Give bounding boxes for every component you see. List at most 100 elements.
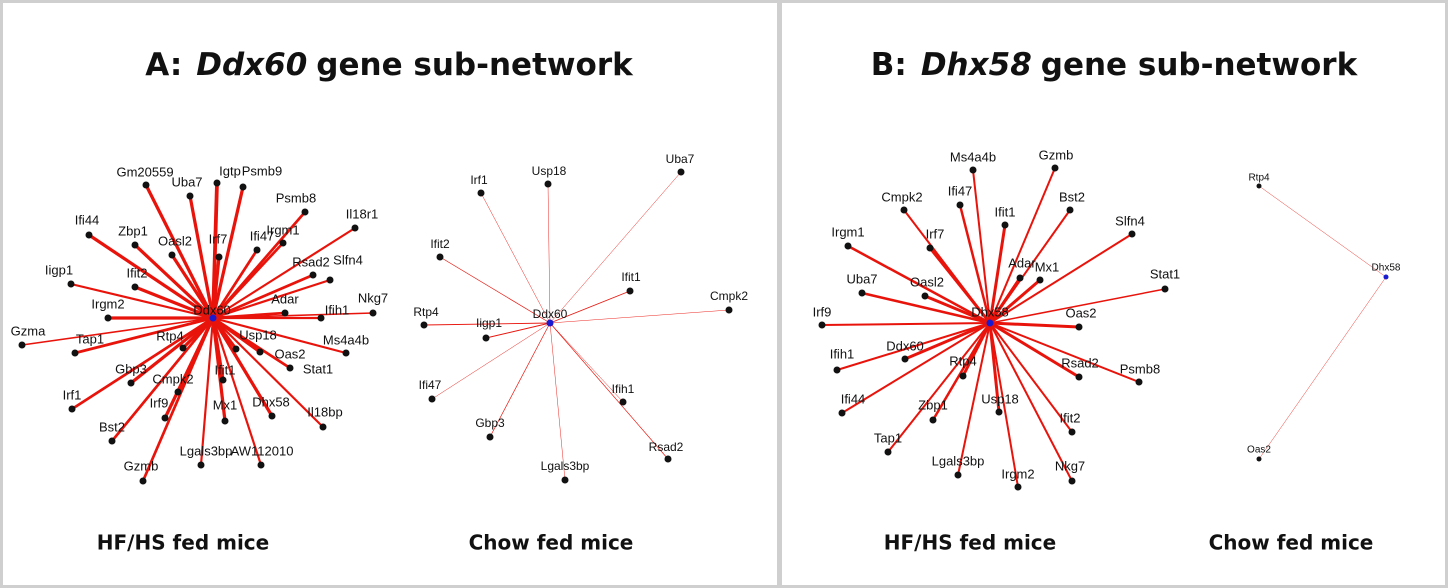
node-label: Usp18	[239, 327, 277, 342]
node-label: Uba7	[666, 152, 695, 166]
edge	[88, 233, 214, 320]
node	[428, 395, 436, 403]
node	[131, 283, 139, 291]
node	[213, 179, 221, 187]
node-label: Gzmb	[1039, 147, 1074, 162]
node	[139, 477, 147, 485]
node-label: Rtp4	[949, 353, 976, 368]
node-label: Irf1	[470, 173, 488, 187]
edge	[212, 278, 331, 320]
node-label: Psmb9	[242, 163, 282, 178]
edge	[489, 322, 551, 438]
node	[326, 276, 334, 284]
node	[1068, 428, 1076, 436]
node	[197, 461, 205, 469]
panel-title: B: Dhx58 gene sub-network	[871, 47, 1359, 83]
node	[901, 355, 909, 363]
node	[619, 398, 627, 406]
node	[956, 201, 964, 209]
node	[369, 309, 377, 317]
node-label: Ifi47	[419, 378, 442, 392]
node	[926, 244, 934, 252]
node-label: Uba7	[171, 174, 202, 189]
node	[482, 334, 490, 342]
node-label: Rtp4	[413, 305, 439, 319]
edge	[989, 322, 1140, 383]
node-label: Cmpk2	[710, 289, 748, 303]
node-label: Irf9	[813, 304, 832, 319]
node-label: Irgm1	[831, 224, 864, 239]
node	[725, 306, 733, 314]
node	[1256, 183, 1262, 189]
edge	[821, 322, 991, 326]
center-node	[986, 319, 994, 327]
node	[221, 417, 229, 425]
node	[281, 309, 289, 317]
edge	[958, 204, 992, 324]
edge	[485, 322, 551, 339]
node-label: Tap1	[76, 331, 104, 346]
node	[486, 433, 494, 441]
node-label: Mx1	[1035, 259, 1060, 274]
edge	[199, 317, 215, 466]
nodes	[18, 164, 1389, 491]
node	[186, 192, 194, 200]
node	[127, 379, 135, 387]
node	[256, 348, 264, 356]
center-label: Ddx60	[193, 302, 231, 317]
edge	[21, 317, 214, 346]
node	[921, 292, 929, 300]
node-label: Ifit1	[621, 270, 641, 284]
node-label: Uba7	[846, 271, 877, 286]
node-label: Zbp1	[918, 397, 948, 412]
node	[1051, 164, 1059, 172]
node	[85, 231, 93, 239]
node	[838, 409, 846, 417]
node-label: Ifit2	[430, 237, 450, 251]
node	[161, 414, 169, 422]
node-label: Gbp3	[115, 361, 147, 376]
node-label: Tap1	[874, 430, 902, 445]
node-label: Bst2	[99, 419, 125, 434]
caption: HF/HS fed mice	[97, 531, 269, 555]
node-label: Oasl2	[158, 233, 192, 248]
edge	[861, 291, 991, 325]
node-label: Rsad2	[649, 440, 684, 454]
node	[436, 253, 444, 261]
edge	[931, 322, 992, 421]
node-label: Oas2	[274, 346, 305, 361]
edge	[480, 192, 551, 324]
node-label: Irgm2	[1001, 466, 1034, 481]
edge	[431, 322, 551, 400]
node	[319, 423, 327, 431]
edge	[549, 322, 624, 403]
edge	[988, 277, 1022, 324]
center-node	[1383, 274, 1389, 280]
node-label: Oasl2	[910, 274, 944, 289]
node	[219, 376, 227, 384]
node-label: Igtp	[219, 163, 241, 178]
edge	[110, 317, 215, 442]
panel-border	[779, 0, 1448, 588]
edge	[989, 322, 1019, 488]
node-label: Stat1	[303, 361, 333, 376]
node-label: Mx1	[213, 397, 238, 412]
edge	[972, 169, 991, 324]
node	[174, 388, 182, 396]
node-label: Oas2	[1247, 445, 1271, 456]
node-label: Cmpk2	[881, 189, 922, 204]
center-node	[209, 314, 217, 322]
title-suffix: gene sub-network	[316, 47, 634, 83]
title-gene: Ddx60	[196, 47, 307, 83]
title-prefix: A:	[145, 47, 182, 83]
node	[67, 280, 75, 288]
node-label: Ifih1	[325, 302, 350, 317]
node-label: Rtp4	[1248, 173, 1270, 184]
node	[677, 168, 685, 176]
edge	[211, 186, 245, 319]
node	[1075, 323, 1083, 331]
edge	[211, 256, 221, 319]
node-label: Ms4a4b	[323, 332, 369, 347]
node	[1161, 285, 1169, 293]
edge	[144, 184, 215, 319]
